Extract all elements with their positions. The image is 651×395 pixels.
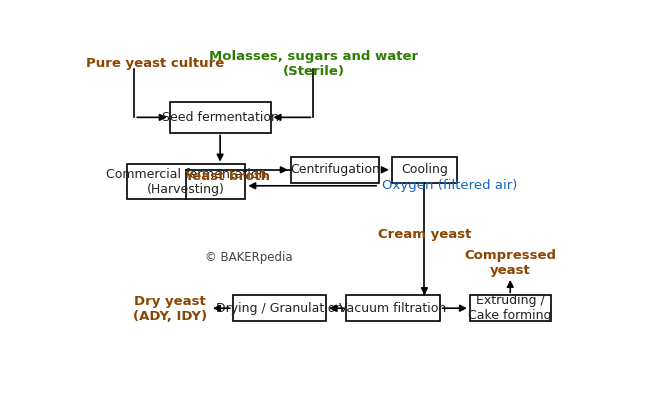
Text: Centrifugation: Centrifugation (290, 163, 380, 176)
Text: Seed fermentation: Seed fermentation (161, 111, 279, 124)
Text: Molasses, sugars and water
(Sterile): Molasses, sugars and water (Sterile) (209, 51, 418, 79)
Text: Commercial fermentation
(Harvesting): Commercial fermentation (Harvesting) (106, 168, 266, 196)
Text: Yeast broth: Yeast broth (185, 170, 271, 183)
Text: Dry yeast
(ADY, IDY): Dry yeast (ADY, IDY) (133, 295, 207, 323)
Text: Pure yeast culture: Pure yeast culture (87, 56, 225, 70)
Text: Vacuum filtration: Vacuum filtration (339, 302, 447, 315)
Text: Cream yeast: Cream yeast (378, 228, 471, 241)
Text: Extruding /
Cake forming: Extruding / Cake forming (469, 294, 552, 322)
FancyBboxPatch shape (233, 295, 326, 321)
FancyBboxPatch shape (127, 164, 245, 199)
FancyBboxPatch shape (170, 102, 271, 133)
FancyBboxPatch shape (291, 157, 379, 183)
Text: © BAKERpedia: © BAKERpedia (205, 251, 292, 264)
Text: Drying / Granulation: Drying / Granulation (215, 302, 343, 315)
Text: Cooling: Cooling (401, 163, 448, 176)
Text: Compressed
yeast: Compressed yeast (464, 249, 556, 277)
FancyBboxPatch shape (470, 295, 551, 321)
FancyBboxPatch shape (392, 157, 457, 183)
Text: Oxygen (filtered air): Oxygen (filtered air) (381, 179, 517, 192)
FancyBboxPatch shape (346, 295, 439, 321)
